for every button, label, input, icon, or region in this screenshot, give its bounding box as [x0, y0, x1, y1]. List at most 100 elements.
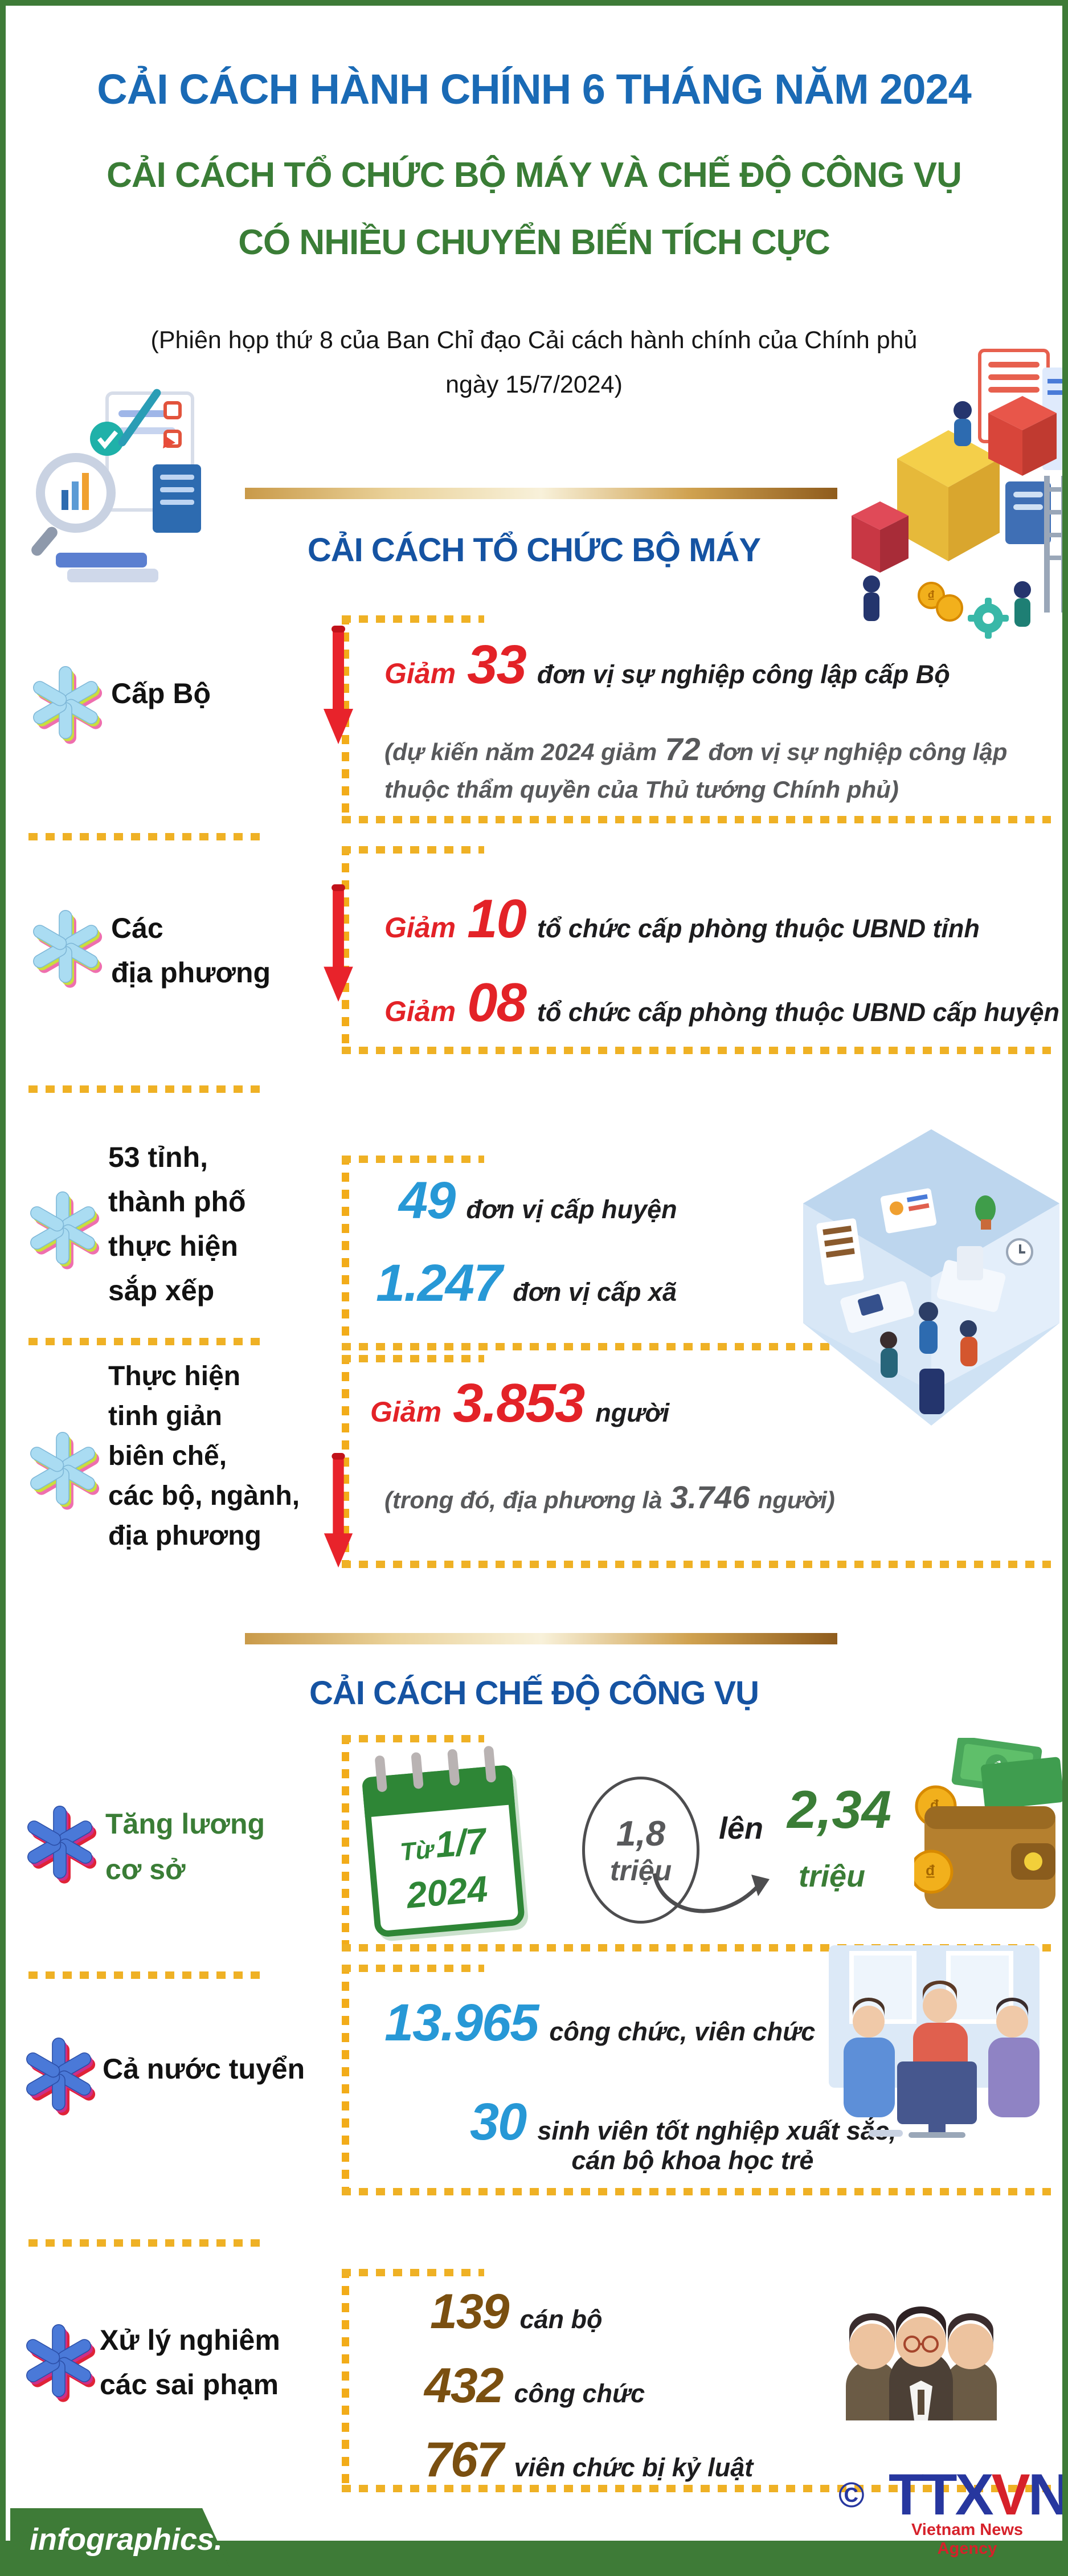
gold-divider-1 [245, 488, 837, 499]
asterisk-icon [27, 1432, 102, 1510]
row5-box-top-dash [342, 1735, 484, 1742]
asterisk-icon [30, 910, 105, 988]
row2-box-top-dash [342, 846, 484, 854]
row6-stat2-text: sinh viên tốt nghiệp xuất sắc, [537, 2116, 897, 2145]
row7-stat1-text: cán bộ [519, 2305, 603, 2334]
asterisk-icon [27, 1191, 102, 1269]
row7-stat2: 432 công chức [424, 2358, 645, 2414]
row1-stat-number: 33 [467, 634, 527, 695]
row7-box-bottom-dash [342, 2485, 1051, 2492]
row1-stat-text: đơn vị sự nghiệp công lập cấp Bộ [537, 660, 950, 689]
curved-up-arrow-icon [652, 1873, 770, 1913]
brand-link[interactable]: infographics.vn [30, 2522, 259, 2557]
row6-stat2-number: 30 [470, 2093, 527, 2151]
row5-box-left-dash [342, 1735, 349, 1952]
row7-label-line2: các sai phạm [100, 2369, 279, 2401]
row-separator [28, 2239, 262, 2247]
row1-note-post: đơn vị sự nghiệp công lập [708, 738, 1008, 765]
footer-brand-tab: infographics.vn [10, 2508, 234, 2570]
headline-line1: CẢI CÁCH TỔ CHỨC BỘ MÁY VÀ CHẾ ĐỘ CÔNG V… [107, 156, 962, 195]
page-title: CẢI CÁCH HÀNH CHÍNH 6 THÁNG NĂM 2024 [97, 66, 972, 113]
row7-box-top-dash [342, 2269, 484, 2276]
row2-label-line2: địa phương [111, 957, 271, 989]
salary-from-circle: 1,8 triệu [582, 1777, 699, 1924]
row7-stat2-number: 432 [424, 2358, 504, 2413]
row3-stat1-number: 49 [399, 1171, 456, 1230]
row4-label-line1: Thực hiện [108, 1361, 241, 1391]
row6-box-left-dash [342, 1965, 349, 2195]
recruitment-illustration [829, 1945, 1040, 2138]
row5-label-line2: cơ sở [105, 1854, 186, 1885]
row6-stat1: 13.965 công chức, viên chức [384, 1993, 815, 2053]
row1-stat: Giảm 33 đơn vị sự nghiệp công lập cấp Bộ [384, 634, 950, 696]
row3-stat1: 49 đơn vị cấp huyện [399, 1171, 677, 1231]
row4-stat-number: 3.853 [453, 1373, 585, 1434]
calendar-prefix: Từ [399, 1835, 435, 1867]
row6-label: Cả nước tuyển [103, 2053, 305, 2085]
row4-stat: Giảm 3.853 người [370, 1372, 669, 1435]
asterisk-icon [30, 666, 105, 744]
wallet-money-illustration: ₫ ₫ ₫ [914, 1738, 1062, 1909]
row6-box-top-dash [342, 1965, 484, 1972]
row4-note-pre: (trong đó, địa phương là [384, 1487, 662, 1513]
row-separator [28, 1338, 262, 1345]
salary-to-value: 2,34 [787, 1779, 891, 1839]
row2-stat2-prefix: Giảm [384, 995, 456, 1027]
office-illustration [803, 1129, 1059, 1426]
agency-name: Vietnam News Agency [911, 2521, 1024, 2558]
row-separator [28, 1971, 262, 1979]
row4-label-line3: biên chế, [108, 1441, 227, 1471]
row2-stat2-number: 08 [467, 972, 527, 1033]
row2-stat1-prefix: Giảm [384, 912, 456, 944]
row3-label-line4: sắp xếp [108, 1275, 215, 1307]
row6-stat1-text: công chức, viên chức [549, 2017, 816, 2046]
gold-divider-2 [245, 1633, 837, 1644]
row3-box-left-dash [342, 1156, 349, 1350]
row3-stat1-text: đơn vị cấp huyện [466, 1195, 677, 1224]
row1-note-line2: thuộc thẩm quyền của Thủ tướng Chính phủ… [384, 776, 899, 803]
row1-note-number: 72 [665, 731, 701, 767]
svg-text:₫: ₫ [925, 1861, 935, 1884]
row4-stat-prefix: Giảm [370, 1396, 442, 1428]
row7-label-line1: Xử lý nghiêm [100, 2324, 280, 2356]
svg-text:₫: ₫ [927, 587, 935, 605]
row6-stat1-number: 13.965 [384, 1994, 539, 2052]
row1-note-line1: (dự kiến năm 2024 giảm 72 đơn vị sự nghi… [384, 730, 1007, 768]
row1-box-top-dash [342, 615, 484, 623]
row4-note-post: người) [758, 1487, 835, 1513]
row4-label-line5: địa phương [108, 1521, 261, 1551]
row2-label-line1: Các [111, 912, 163, 944]
session-note-line2: ngày 15/7/2024) [445, 371, 623, 398]
row4-box-top-dash [342, 1355, 484, 1362]
officials-illustration [846, 2306, 997, 2420]
down-arrow-icon [324, 626, 353, 744]
row4-label-line4: các bộ, ngành, [108, 1481, 300, 1511]
row3-stat2-number: 1.247 [376, 1254, 502, 1312]
section2-title: CẢI CÁCH CHẾ ĐỘ CÔNG VỤ [309, 1675, 759, 1712]
row3-label-line3: thực hiện [108, 1230, 238, 1262]
row2-stat1-text: tổ chức cấp phòng thuộc UBND tỉnh [537, 914, 980, 943]
calendar-icon: Từ 1/7 2024 [360, 1744, 526, 1938]
asterisk-icon [23, 2038, 98, 2116]
row4-stat-text: người [595, 1398, 670, 1427]
section1-title: CẢI CÁCH TỔ CHỨC BỘ MÁY [307, 532, 761, 569]
row2-box-bottom-dash [342, 1047, 1051, 1054]
asterisk-icon [23, 2324, 98, 2402]
row5-label-line1: Tăng lương [105, 1808, 265, 1840]
row7-stat2-text: công chức [514, 2379, 645, 2408]
row3-box-top-dash [342, 1156, 484, 1163]
row3-label-line2: thành phố [108, 1186, 246, 1218]
calendar-date: 1/7 [433, 1820, 488, 1865]
row6-stat2-text2: cán bộ khoa học trẻ [571, 2146, 814, 2175]
asterisk-icon [24, 1806, 99, 1884]
salary-to-unit: triệu [799, 1859, 866, 1893]
salary-arrow-label: lên [719, 1811, 764, 1846]
row1-note-pre: (dự kiến năm 2024 giảm [384, 738, 657, 765]
down-arrow-icon [324, 884, 353, 1002]
copyright-icon: © [838, 2476, 865, 2515]
row2-stat1: Giảm 10 tổ chức cấp phòng thuộc UBND tỉn… [384, 888, 980, 950]
row1-label: Cấp Bộ [111, 677, 211, 709]
row2-stat2: Giảm 08 tổ chức cấp phòng thuộc UBND cấp… [384, 971, 1059, 1034]
row7-stat3-text: viên chức bị kỷ luật [514, 2453, 754, 2482]
